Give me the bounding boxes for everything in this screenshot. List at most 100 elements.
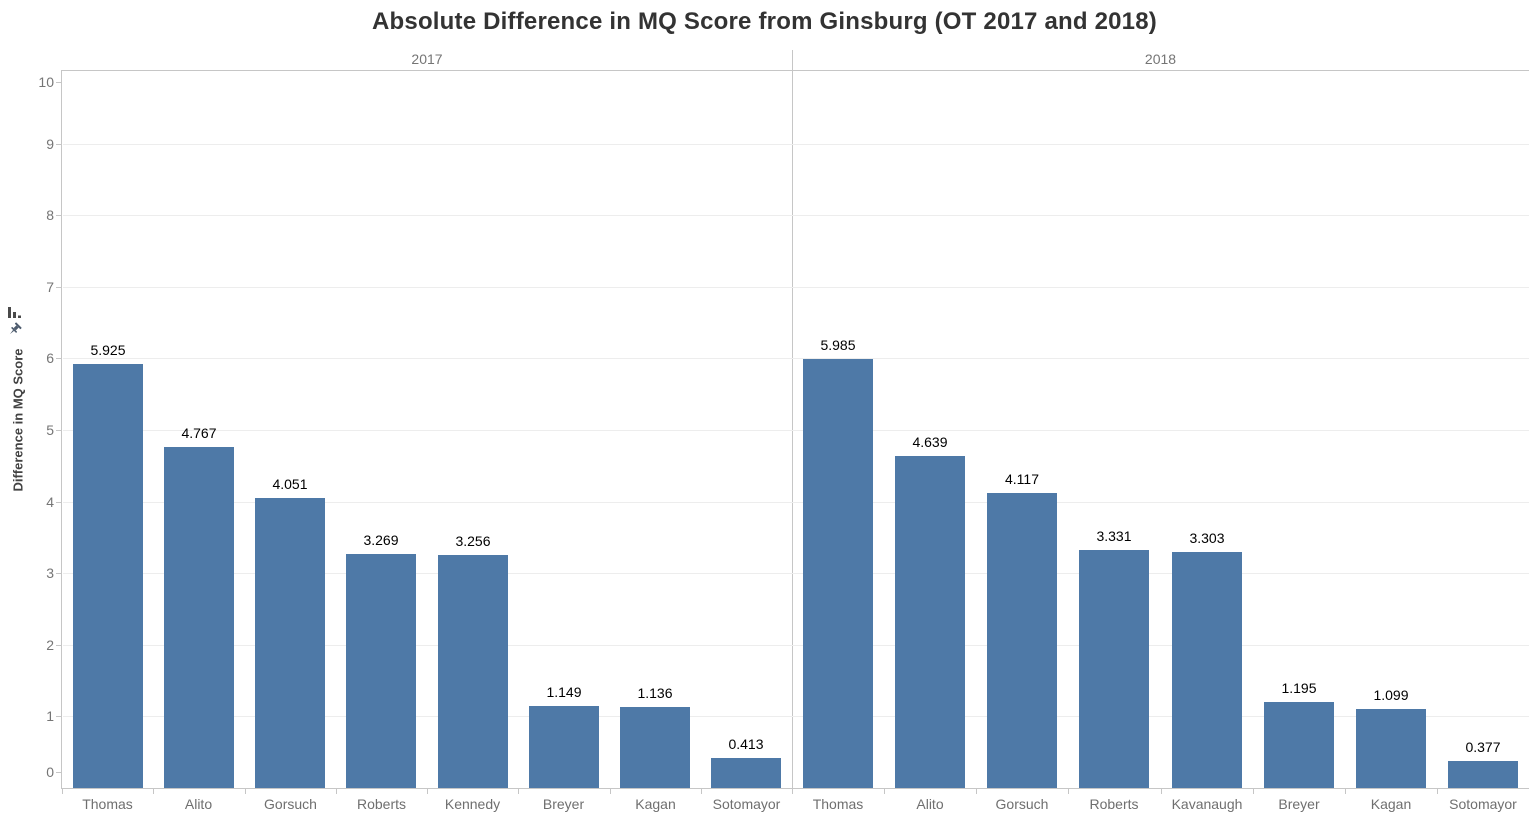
bar-2018-gorsuch[interactable] — [987, 493, 1057, 788]
gridline — [63, 144, 1529, 145]
bar-value-label: 4.767 — [181, 425, 217, 441]
y-tick-label: 5 — [46, 422, 54, 438]
category-label-kagan[interactable]: Kagan — [1370, 796, 1412, 812]
y-tick-label: 4 — [46, 494, 54, 510]
category-label-sotomayor[interactable]: Sotomayor — [712, 796, 781, 812]
bar-value-label: 5.925 — [90, 342, 126, 358]
gridline — [63, 358, 1529, 359]
bar-2017-roberts[interactable] — [346, 554, 416, 788]
y-tick-mark — [56, 358, 62, 359]
x-tick-mark — [976, 789, 977, 794]
category-label-thomas[interactable]: Thomas — [812, 796, 864, 812]
category-label-gorsuch[interactable]: Gorsuch — [264, 796, 317, 812]
y-tick-label: 10 — [38, 74, 54, 90]
bar-value-label: 1.099 — [1373, 687, 1409, 703]
bar-value-label: 4.639 — [912, 434, 948, 450]
y-tick-label: 3 — [46, 565, 54, 581]
bar-2017-sotomayor[interactable] — [711, 758, 781, 788]
bar-2018-kavanaugh[interactable] — [1172, 552, 1242, 788]
y-tick-mark — [56, 215, 62, 216]
bar-value-label: 3.256 — [455, 533, 491, 549]
gridline — [63, 430, 1529, 431]
category-label-breyer[interactable]: Breyer — [1278, 796, 1320, 812]
bar-2017-breyer[interactable] — [529, 706, 599, 788]
panel-divider — [792, 50, 793, 789]
bar-value-label: 4.117 — [1005, 471, 1039, 487]
panel-header-2018: 2018 — [1144, 51, 1177, 67]
plot-top-border — [61, 70, 1529, 71]
y-tick-label: 8 — [46, 207, 54, 223]
gridline — [63, 287, 1529, 288]
y-tick-mark — [56, 82, 62, 83]
y-tick-mark — [56, 716, 62, 717]
y-tick-label: 9 — [46, 136, 54, 152]
category-label-kennedy[interactable]: Kennedy — [444, 796, 501, 812]
y-tick-mark — [56, 430, 62, 431]
x-tick-mark — [1161, 789, 1162, 794]
bar-2018-sotomayor[interactable] — [1448, 761, 1518, 788]
y-tick-label: 1 — [46, 708, 54, 724]
bar-value-label: 3.331 — [1096, 528, 1132, 544]
chart-title: Absolute Difference in MQ Score from Gin… — [372, 8, 1157, 35]
bar-value-label: 1.149 — [546, 684, 582, 700]
y-tick-label: 2 — [46, 637, 54, 653]
category-label-roberts[interactable]: Roberts — [356, 796, 407, 812]
y-tick-mark — [56, 144, 62, 145]
bar-2018-kagan[interactable] — [1356, 709, 1426, 788]
bar-value-label: 5.985 — [820, 337, 856, 353]
x-tick-mark — [701, 789, 702, 794]
category-label-alito[interactable]: Alito — [184, 796, 213, 812]
x-tick-mark — [792, 789, 793, 794]
bar-2017-gorsuch[interactable] — [255, 498, 325, 788]
category-label-gorsuch[interactable]: Gorsuch — [995, 796, 1049, 812]
x-axis-line — [61, 788, 1529, 789]
bar-2018-roberts[interactable] — [1079, 550, 1149, 788]
bar-value-label: 3.303 — [1189, 530, 1225, 546]
y-tick-mark — [56, 645, 62, 646]
y-axis-line — [61, 70, 62, 788]
category-label-thomas[interactable]: Thomas — [82, 796, 133, 812]
y-tick-label: 6 — [46, 350, 54, 366]
bar-value-label: 1.136 — [637, 685, 673, 701]
x-tick-mark — [1345, 789, 1346, 794]
category-label-alito[interactable]: Alito — [916, 796, 944, 812]
category-label-kagan[interactable]: Kagan — [635, 796, 676, 812]
y-tick-mark — [56, 573, 62, 574]
x-tick-mark — [518, 789, 519, 794]
pin-icon[interactable] — [6, 322, 22, 338]
x-tick-mark — [1437, 789, 1438, 794]
sort-bars-icon[interactable] — [7, 306, 22, 319]
bar-2017-kennedy[interactable] — [438, 555, 508, 788]
bar-2018-breyer[interactable] — [1264, 702, 1334, 788]
gridline — [63, 645, 1529, 646]
bar-2017-alito[interactable] — [164, 447, 234, 788]
category-label-breyer[interactable]: Breyer — [542, 796, 585, 812]
gridline — [63, 502, 1529, 503]
bar-2017-thomas[interactable] — [73, 364, 143, 788]
y-tick-mark — [56, 502, 62, 503]
bar-value-label: 0.413 — [728, 736, 764, 752]
category-label-sotomayor[interactable]: Sotomayor — [1449, 796, 1517, 812]
x-tick-mark — [884, 789, 885, 794]
bar-2018-alito[interactable] — [895, 456, 965, 788]
y-tick-label: 7 — [46, 279, 54, 295]
y-axis-title: Difference in MQ Score — [10, 348, 26, 492]
bar-value-label: 4.051 — [272, 476, 308, 492]
x-tick-mark — [1253, 789, 1254, 794]
x-tick-mark — [336, 789, 337, 794]
y-tick-mark — [56, 772, 62, 773]
x-tick-mark — [427, 789, 428, 794]
x-tick-mark — [62, 789, 63, 794]
gridline — [63, 573, 1529, 574]
bar-2018-thomas[interactable] — [803, 359, 873, 788]
bar-2017-kagan[interactable] — [620, 707, 690, 788]
bar-value-label: 3.269 — [363, 532, 399, 548]
category-label-roberts[interactable]: Roberts — [1089, 796, 1139, 812]
x-tick-mark — [610, 789, 611, 794]
x-tick-mark — [1068, 789, 1069, 794]
category-label-kavanaugh[interactable]: Kavanaugh — [1171, 796, 1243, 812]
panel-header-2017: 2017 — [411, 51, 443, 67]
gridline — [63, 215, 1529, 216]
x-tick-mark — [245, 789, 246, 794]
